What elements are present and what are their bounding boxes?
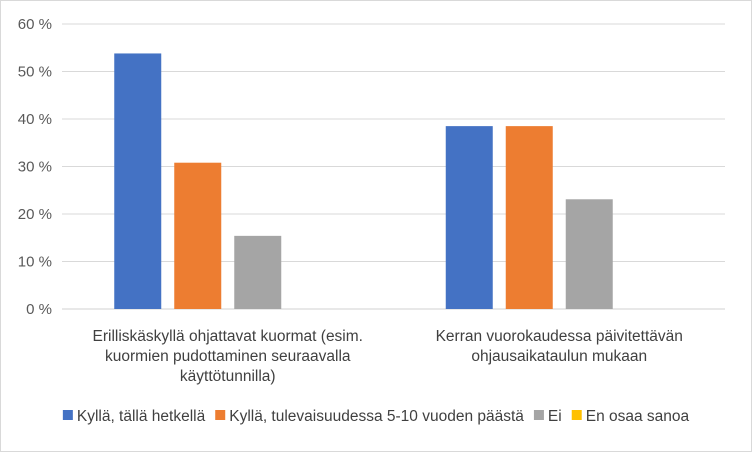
legend-label: Kyllä, tulevaisuudessa 5-10 vuoden pääst… bbox=[229, 408, 524, 425]
legend: Kyllä, tällä hetkellä Kyllä, tulevaisuude… bbox=[62, 408, 690, 425]
legend-swatch bbox=[571, 410, 582, 420]
legend-swatch bbox=[215, 410, 226, 420]
y-tick-label: 30 % bbox=[18, 159, 52, 176]
bar bbox=[114, 53, 162, 310]
bar bbox=[505, 126, 553, 309]
legend-label: Ei bbox=[548, 408, 562, 425]
legend-label: En osaa sanoa bbox=[586, 408, 690, 425]
y-tick-label: 50 % bbox=[18, 64, 52, 81]
y-tick-label: 0 % bbox=[26, 301, 52, 318]
y-tick-label: 20 % bbox=[18, 206, 52, 223]
gridlines bbox=[62, 23, 725, 310]
legend-swatch bbox=[62, 410, 73, 420]
y-tick-label: 10 % bbox=[18, 254, 52, 271]
legend-label: Kyllä, tällä hetkellä bbox=[77, 408, 206, 425]
x-category-label: Erilliskäskyllä ohjattavat kuormat (esim… bbox=[93, 328, 363, 385]
x-category-label: Kerran vuorokaudessa päivitettävän ohjaus… bbox=[436, 328, 683, 365]
bar bbox=[565, 199, 613, 309]
x-axis-labels: Erilliskäskyllä ohjattavat kuormat (esim… bbox=[93, 328, 683, 385]
y-tick-label: 40 % bbox=[18, 111, 52, 128]
legend-item: Ei bbox=[533, 408, 562, 425]
bar bbox=[445, 126, 493, 309]
bars bbox=[114, 53, 613, 310]
bar bbox=[234, 235, 282, 309]
y-axis-ticks: 0 % 10 % 20 % 30 % 40 % 50 % 60 % bbox=[18, 16, 52, 318]
legend-item: Kyllä, tällä hetkellä bbox=[62, 408, 206, 425]
bar bbox=[174, 162, 222, 309]
y-tick-label: 60 % bbox=[18, 16, 52, 33]
legend-item: En osaa sanoa bbox=[571, 408, 690, 425]
legend-swatch bbox=[533, 410, 544, 420]
legend-item: Kyllä, tulevaisuudessa 5-10 vuoden pääst… bbox=[215, 408, 524, 425]
